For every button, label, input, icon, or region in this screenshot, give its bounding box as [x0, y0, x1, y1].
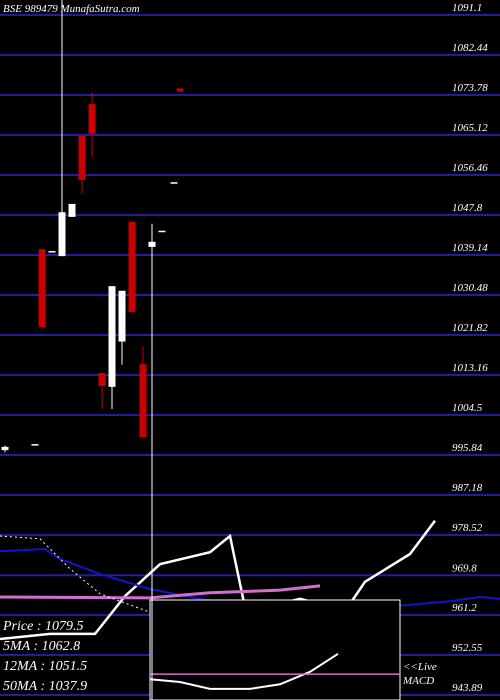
candle-body	[148, 241, 156, 247]
legend-entry: Price : 1079.5	[2, 619, 83, 634]
y-tick-label: 969.8	[452, 562, 477, 574]
labels: 1091.1 1082.44 1073.78 1065.12 1056.46 1047.8…	[2, 2, 488, 694]
y-tick-label: 1056.46	[452, 162, 488, 174]
y-tick-label: 1004.5	[452, 402, 483, 414]
candle-body	[108, 286, 116, 387]
y-tick-label: 1047.8	[452, 202, 483, 214]
macd-label: MACD	[402, 675, 434, 687]
legend-entry: 50MA : 1037.9	[3, 679, 87, 694]
candle-body	[31, 444, 39, 446]
y-tick-label: 1082.44	[452, 42, 488, 54]
y-tick-label: 1013.16	[452, 362, 488, 374]
legend-entry: 5MA : 1062.8	[3, 639, 80, 654]
candle-body	[48, 251, 56, 253]
y-tick-label: 987.18	[452, 482, 483, 494]
y-tick-label: 1091.1	[452, 2, 482, 14]
candle-body	[38, 249, 46, 328]
candle-body	[118, 290, 126, 342]
y-tick-label: 952.55	[452, 642, 483, 654]
line	[149, 652, 339, 690]
legend-entry: 12MA : 1051.5	[3, 659, 87, 674]
candle-body	[139, 364, 147, 438]
y-tick-label: 978.52	[452, 522, 483, 534]
y-tick-label: 1065.12	[452, 122, 488, 134]
candle-body	[170, 182, 178, 184]
candle-body	[1, 446, 9, 451]
candles	[1, 0, 184, 700]
y-tick-label: 943.89	[452, 682, 483, 694]
candle-body	[158, 230, 166, 233]
candle-body	[176, 88, 184, 92]
line	[0, 584, 321, 600]
y-tick-label: 1073.78	[452, 82, 488, 94]
y-tick-label: 1030.48	[452, 282, 488, 294]
y-tick-label: 1039.14	[452, 242, 488, 254]
candle-body	[98, 372, 106, 386]
macd-label: <<Live	[403, 661, 437, 673]
macd-panel	[149, 599, 401, 700]
y-tick-label: 1021.82	[452, 322, 488, 334]
candle-body	[78, 136, 86, 180]
candle-body	[88, 104, 96, 134]
candle-body	[58, 212, 66, 257]
macd-lines	[149, 652, 400, 690]
y-tick-label: 961.2	[452, 602, 477, 614]
candle-body	[68, 203, 76, 217]
y-tick-label: 995.84	[452, 442, 483, 454]
candle-body	[128, 221, 136, 313]
chart-title: BSE 989479 MunafaSutra.com	[3, 3, 140, 15]
